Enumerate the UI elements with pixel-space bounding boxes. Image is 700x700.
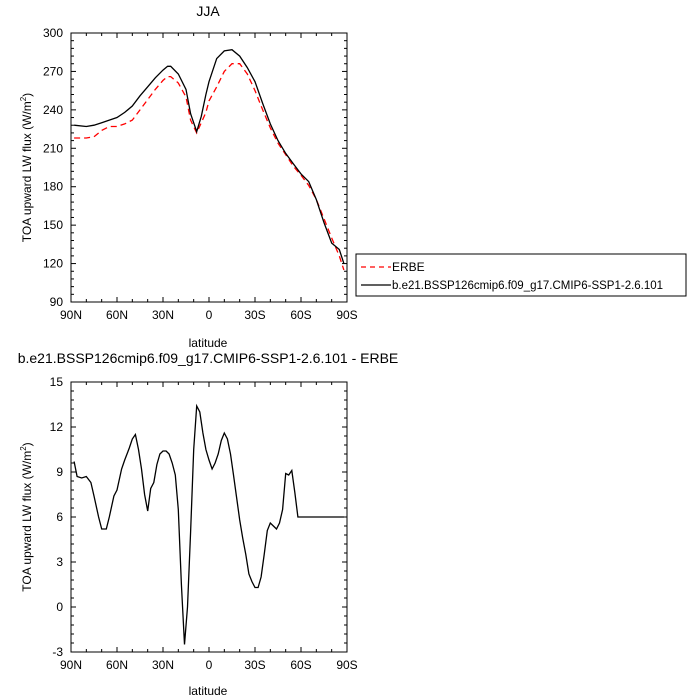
top-y-tick-label: 240 [43,103,63,117]
top-y-tick-label: 270 [43,64,63,78]
legend-label-erbe: ERBE [392,260,425,274]
bottom-x-tick-label: 0 [206,658,213,672]
bottom-y-tick-label: -3 [52,645,63,659]
bottom-y-axis-label: TOA upward LW flux (W/m2) [19,442,34,591]
top-y-axis-label: TOA upward LW flux (W/m2) [19,93,34,242]
top-y-tick-label: 210 [43,141,63,155]
bottom-x-axis-label: latitude [189,684,228,698]
bottom-y-tick-label: 15 [50,375,64,389]
bottom-series-lines [73,403,344,645]
top-series-lines [74,49,345,271]
top-y-tick-label: 150 [43,218,63,232]
bottom-y-tick-label: 9 [56,465,63,479]
top-y-axis-label-text: TOA upward LW flux (W/m2) [19,93,34,242]
top-x-tick-label: 30N [152,308,174,322]
top-x-tick-label: 0 [206,308,213,322]
top-x-tick-label: 60N [106,308,128,322]
top-series-line-1 [74,49,345,264]
bottom-x-tick-label: 30S [244,658,265,672]
bottom-x-tick-label: 90N [60,658,82,672]
top-axes: 90N 60N 30N 0 30S 60S 90S 90 120 150 180 210 240 270 3… [43,26,358,322]
legend-label-model: b.e21.BSSP126cmip6.f09_g17.CMIP6-SSP1-2.… [392,280,663,292]
top-chart-title: JJA [196,3,220,19]
top-x-tick-label: 90N [60,308,82,322]
bottom-y-tick-label: 12 [50,420,64,434]
bottom-y-tick-label: 3 [56,555,63,569]
top-chart: JJA TOA upward LW flux (W/m2) latitude 9… [19,3,358,350]
top-y-tick-label: 90 [50,295,64,309]
top-x-tick-label: 90S [336,308,357,322]
bottom-chart: b.e21.BSSP126cmip6.f09_g17.CMIP6-SSP1-2.… [18,350,399,698]
top-y-tick-label: 120 [43,257,63,271]
bottom-x-tick-label: 30N [152,658,174,672]
bottom-axes: 90N 60N 30N 0 30S 60S 90S -3 0 3 6 9 12 15 [50,375,358,672]
top-y-tick-label: 300 [43,26,63,40]
bottom-x-tick-label: 90S [336,658,357,672]
bottom-y-tick-label: 6 [56,510,63,524]
bottom-y-tick-label: 0 [56,600,63,614]
top-x-axis-label: latitude [189,336,228,350]
legend: ERBE b.e21.BSSP126cmip6.f09_g17.CMIP6-SS… [355,253,687,297]
bottom-y-axis-label-text: TOA upward LW flux (W/m2) [19,442,34,591]
top-y-tick-label: 180 [43,180,63,194]
top-x-tick-label: 30S [244,308,265,322]
bottom-x-tick-label: 60N [106,658,128,672]
legend-box [355,253,687,297]
top-x-tick-label: 60S [290,308,311,322]
bottom-chart-title: b.e21.BSSP126cmip6.f09_g17.CMIP6-SSP1-2.… [18,350,399,366]
top-series-line-0 [74,63,345,271]
top-plot-frame [70,32,348,303]
bottom-x-tick-label: 60S [290,658,311,672]
bottom-series-line-0 [73,403,344,645]
